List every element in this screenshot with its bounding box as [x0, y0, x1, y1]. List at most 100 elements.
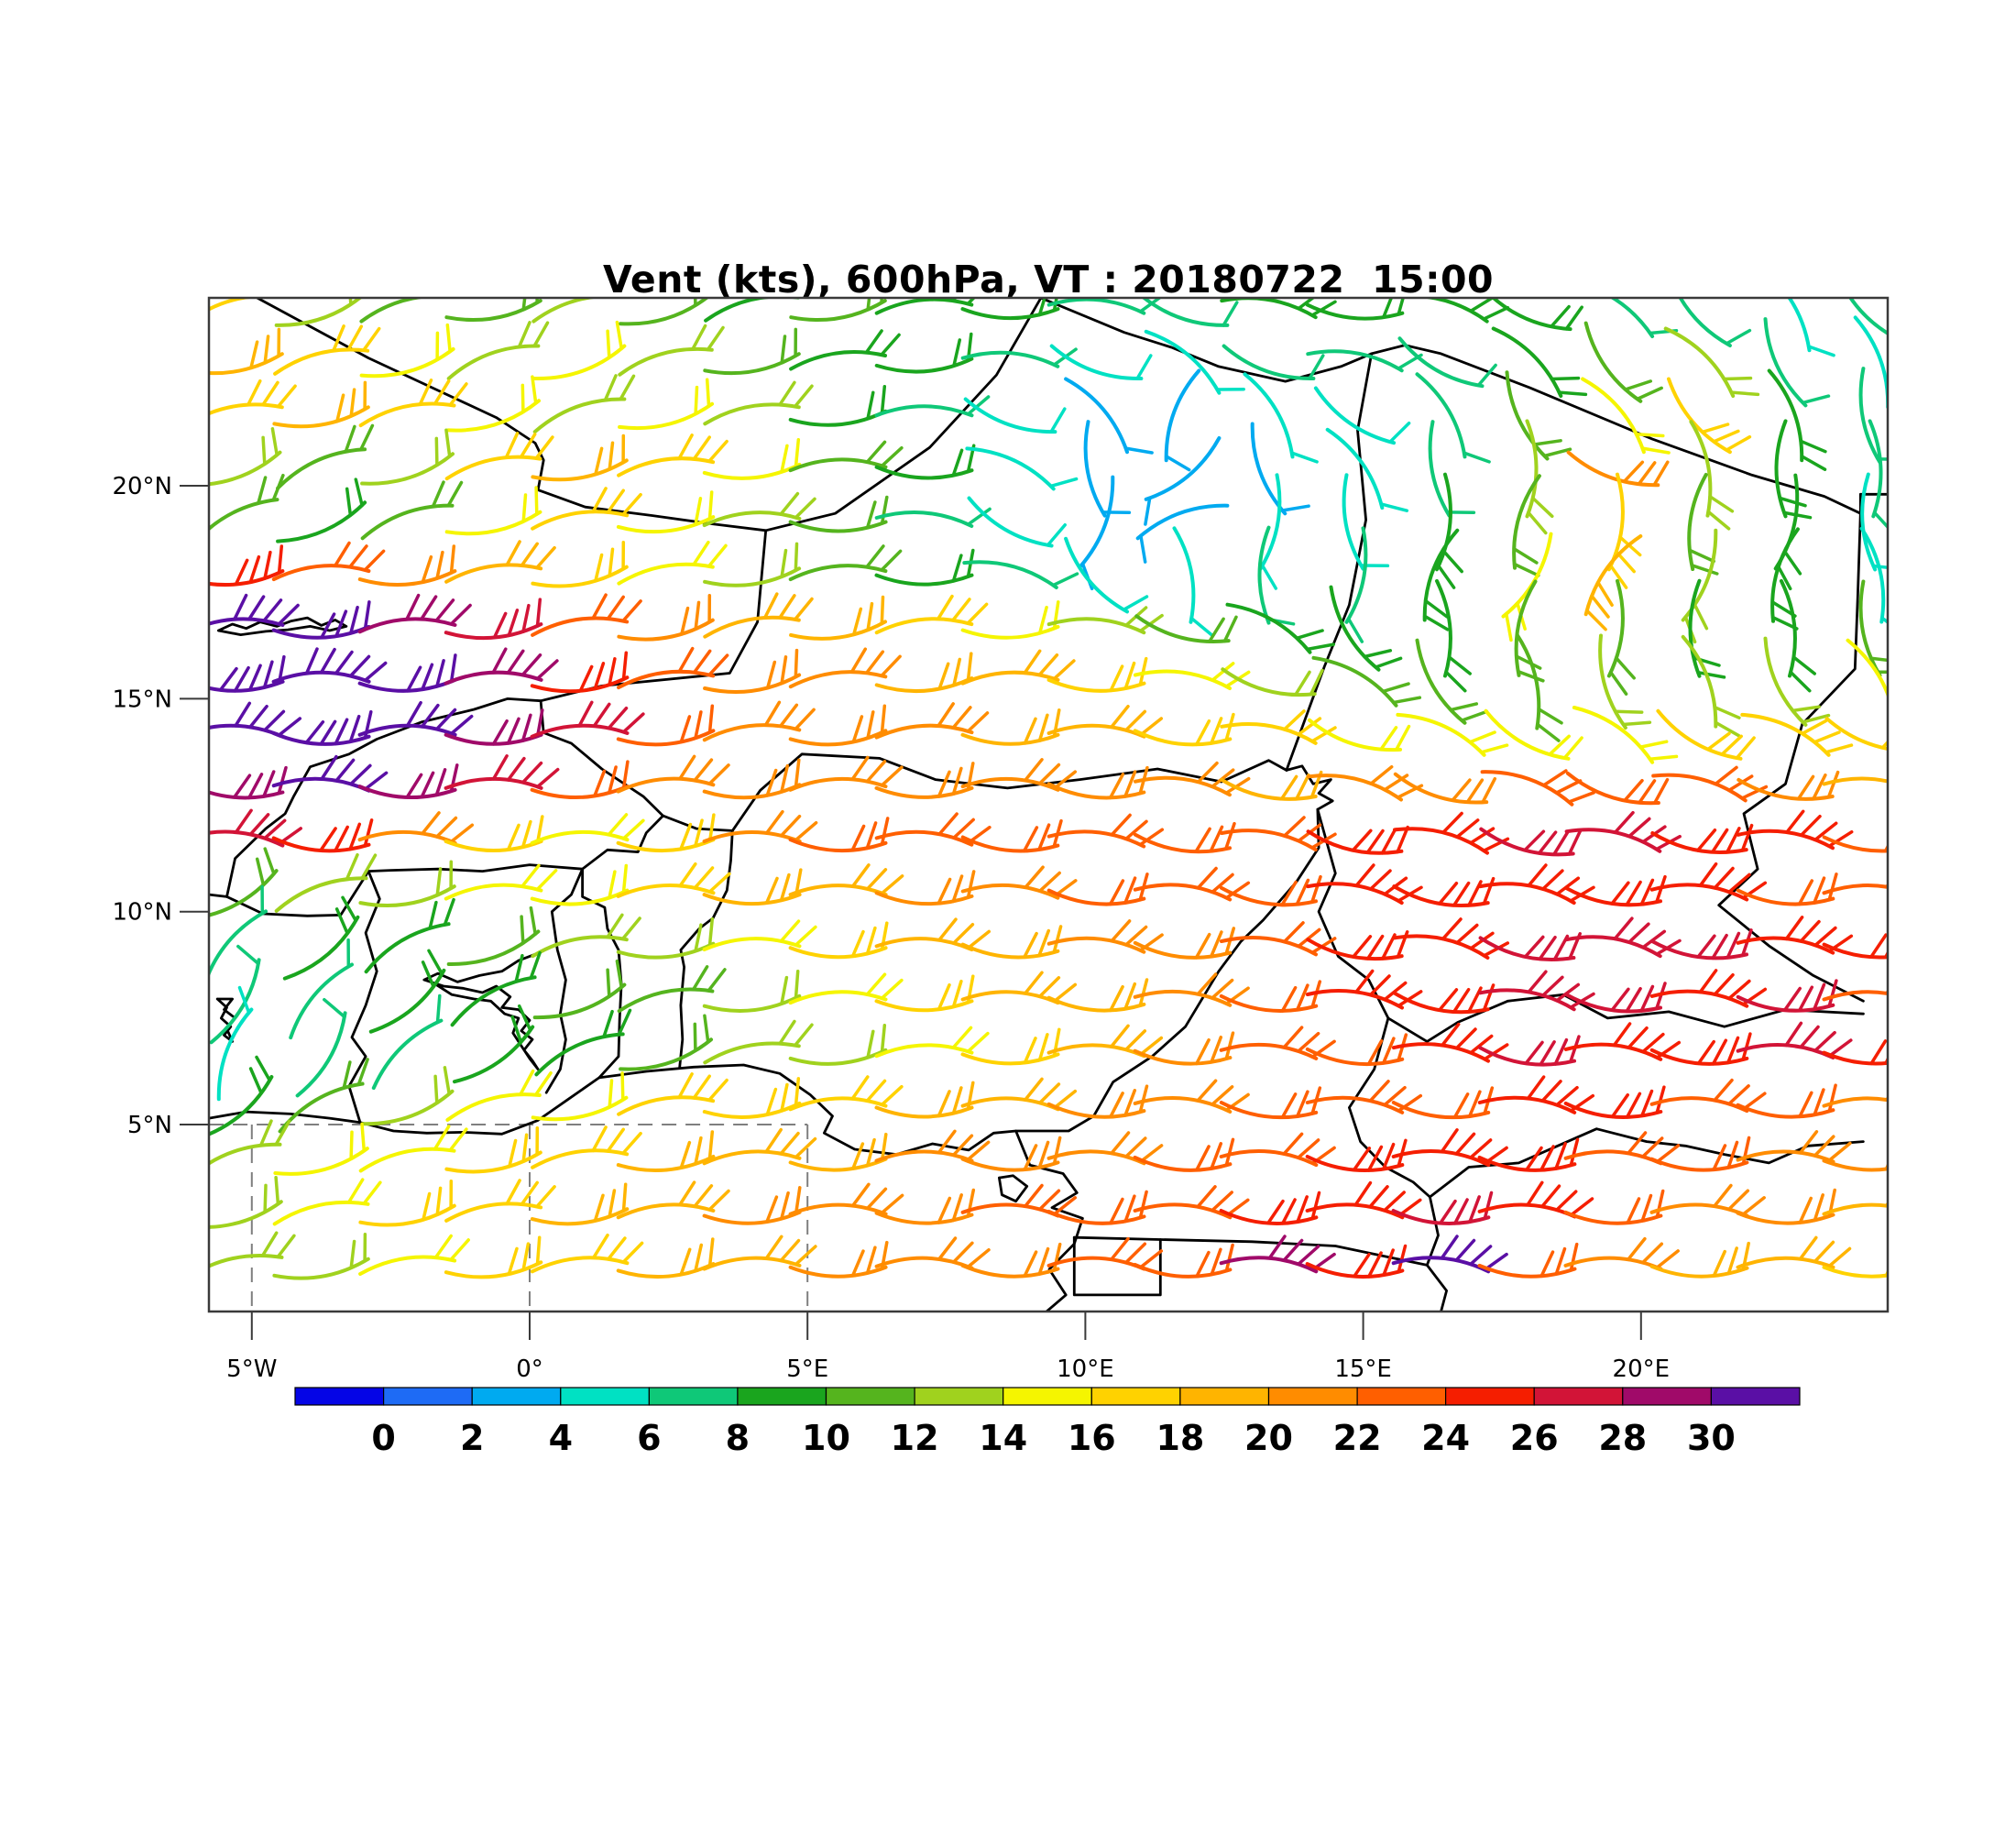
barb-feather: [578, 664, 594, 693]
barb-feather: [1224, 821, 1236, 851]
barb-staff: [1172, 526, 1196, 624]
barb-feather: [779, 814, 802, 838]
barb-feather: [591, 593, 608, 620]
barb-feather: [621, 760, 630, 790]
barb-feather: [1527, 510, 1548, 535]
barb-feather: [491, 647, 508, 675]
wind-barb: [1172, 526, 1214, 637]
barb-feather: [1901, 1141, 1909, 1167]
barb-feather: [865, 760, 887, 784]
barb-staff: [1049, 344, 1144, 381]
barb-staff: [703, 615, 801, 639]
dashed-gridlines: [209, 1124, 809, 1312]
barb-feather: [778, 380, 796, 407]
wind-barb: [532, 959, 627, 1020]
barb-feather: [1626, 1197, 1641, 1224]
wind-barb: [1046, 813, 1165, 849]
barb-feather: [1797, 985, 1814, 1013]
barb-feather: [1505, 612, 1513, 642]
barb-feather: [937, 812, 959, 836]
wind-barb: [703, 1019, 814, 1065]
barb-feather: [794, 970, 800, 1000]
barb-feather: [434, 598, 455, 622]
barb-staff: [1392, 1042, 1490, 1063]
barb-feather: [951, 1086, 963, 1115]
barb-feather: [1813, 1135, 1835, 1158]
wind-barb: [1392, 876, 1496, 908]
barb-feather: [363, 600, 371, 631]
barb-staff: [702, 510, 802, 528]
wind-barb: [358, 1125, 468, 1173]
barb-feather: [951, 1193, 963, 1223]
barb-feather: [1138, 717, 1164, 737]
barb-feather: [1541, 975, 1564, 997]
barb-feather: [1022, 826, 1039, 853]
wind-barb: [1220, 298, 1337, 320]
barb-feather: [260, 1231, 279, 1257]
barb-feather: [1627, 1026, 1649, 1049]
barb-feather: [1346, 617, 1364, 643]
barb-staff: [1763, 317, 1808, 408]
wind-barb: [1305, 298, 1405, 321]
barb-feather: [1901, 978, 1921, 996]
barb-staff: [1822, 1265, 1888, 1279]
barb-staff: [1225, 602, 1312, 654]
barb-feather: [334, 758, 356, 783]
barb-feather: [1383, 1085, 1407, 1107]
barb-feather: [880, 445, 904, 468]
wind-barb: [1763, 317, 1831, 408]
barb-feather: [678, 1180, 696, 1207]
barb-staff: [1787, 298, 1812, 353]
barb-staff: [788, 670, 888, 689]
barb-feather: [320, 754, 338, 781]
barb-feather: [707, 1237, 715, 1268]
wind-barb: [703, 648, 802, 694]
wind-barb: [1478, 863, 1595, 906]
barb-feather: [535, 1185, 556, 1209]
barb-staff: [209, 958, 261, 1045]
barb-feather: [1640, 1242, 1664, 1265]
barb-feather: [707, 763, 730, 785]
wind-barb: [209, 654, 286, 693]
lon-tick-label: 10°E: [1057, 1356, 1114, 1383]
barb-staff: [788, 564, 888, 582]
barb-feather: [519, 433, 537, 459]
barb-feather: [1209, 825, 1224, 853]
wind-barb: [1763, 636, 1831, 727]
barb-feather: [1138, 1144, 1164, 1164]
barb-feather: [420, 771, 435, 799]
border-path: [998, 1174, 1029, 1203]
barb-feather: [510, 1015, 523, 1044]
wind-barb: [702, 809, 818, 843]
barb-feather: [607, 272, 619, 296]
barb-feather: [794, 1077, 801, 1107]
barb-feather: [345, 487, 353, 517]
wind-barb: [444, 1179, 556, 1223]
barb-staff: [960, 732, 1060, 746]
barb-feather: [779, 919, 801, 943]
wind-barb: [1563, 1085, 1666, 1119]
barb-feather: [218, 666, 238, 692]
wind-barb: [209, 379, 297, 416]
wind-barb: [209, 1231, 296, 1268]
barb-staff: [1822, 884, 1888, 895]
barb-staff: [960, 624, 1060, 640]
wind-barb: [444, 486, 542, 536]
barb-feather: [535, 598, 542, 628]
wind-barb: [358, 1180, 456, 1227]
barb-staff: [874, 357, 974, 374]
wind-barb: [1305, 1180, 1422, 1220]
barb-feather: [1037, 1140, 1050, 1169]
barb-feather: [1452, 987, 1471, 1014]
barb-feather: [764, 1127, 783, 1154]
wind-barb: [1392, 1022, 1509, 1063]
barb-feather: [508, 1138, 518, 1169]
barb-feather: [615, 959, 623, 990]
wind-barb: [273, 1122, 369, 1176]
barb-feather: [1712, 1249, 1726, 1278]
barb-feather: [621, 1131, 642, 1156]
barb-feather: [261, 380, 279, 407]
wind-barb: [619, 1014, 713, 1071]
lon-tick-label: 5°E: [786, 1356, 828, 1383]
barb-feather: [449, 714, 474, 736]
